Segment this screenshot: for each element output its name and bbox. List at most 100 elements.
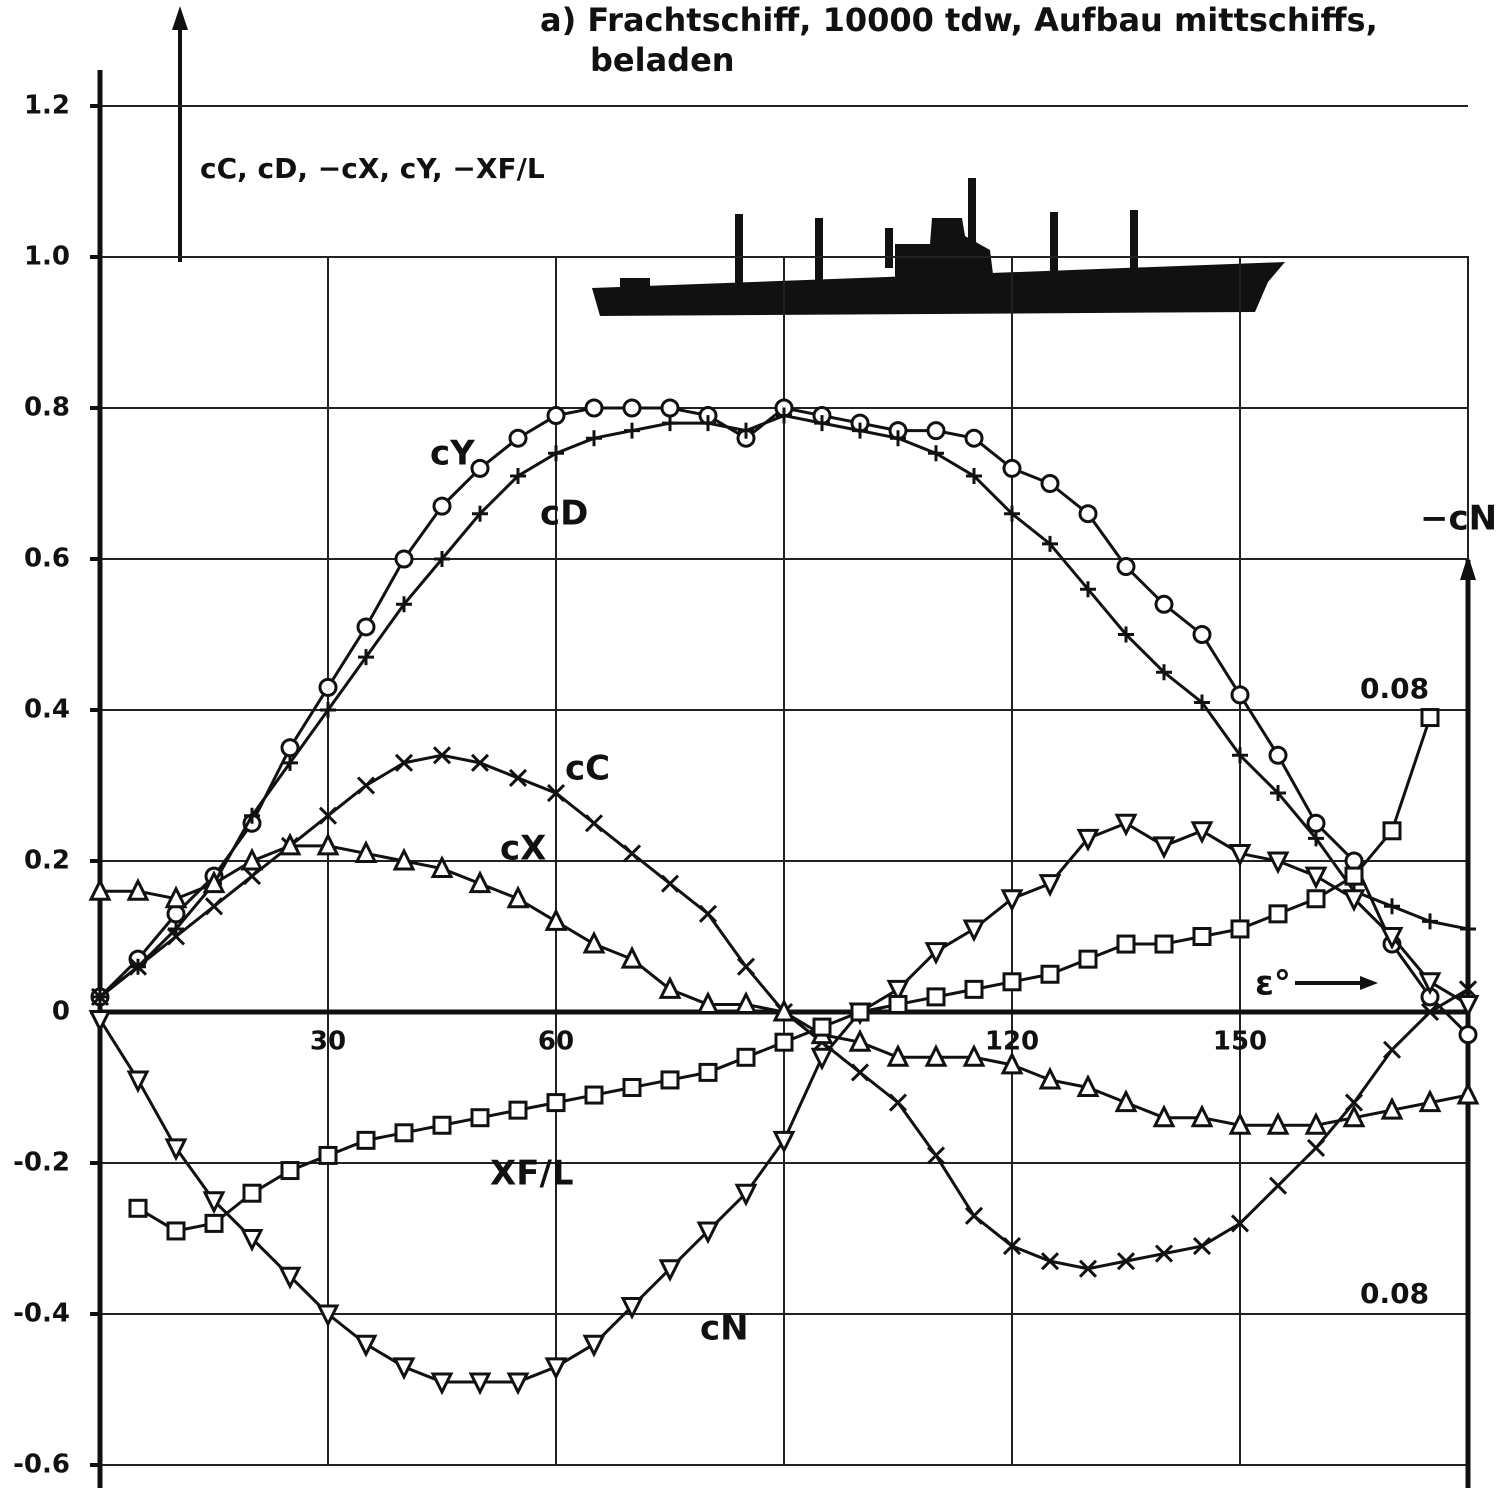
data-point xyxy=(470,458,490,478)
data-point xyxy=(1266,851,1290,875)
y-axis-label: cC, cD, −cX, cY, −XF/L xyxy=(200,152,545,185)
data-point xyxy=(1192,1236,1212,1256)
data-point xyxy=(356,617,376,637)
data-point xyxy=(356,1130,376,1150)
data-point xyxy=(850,1002,870,1022)
data-point xyxy=(734,1183,758,1207)
data-point xyxy=(582,930,606,954)
data-point xyxy=(698,904,718,923)
data-point xyxy=(1230,919,1250,939)
data-point xyxy=(244,807,260,824)
data-point xyxy=(318,1145,338,1165)
data-point xyxy=(924,1043,948,1067)
data-point xyxy=(472,505,488,522)
data-point xyxy=(1382,821,1402,841)
series-label: cY xyxy=(430,434,475,474)
data-point xyxy=(1114,813,1138,837)
data-point xyxy=(240,1229,264,1252)
data-point xyxy=(128,957,148,976)
data-point xyxy=(1342,889,1366,913)
y-tick-label: -0.4 xyxy=(13,1299,70,1329)
y-tick-label: 0.4 xyxy=(24,695,70,725)
data-point xyxy=(358,649,374,666)
data-point xyxy=(508,1100,528,1120)
data-point xyxy=(392,847,416,871)
data-point xyxy=(316,1304,340,1328)
data-point xyxy=(320,702,336,718)
data-point xyxy=(966,467,982,484)
data-point xyxy=(394,753,414,772)
x-tick-label: 30 xyxy=(310,1027,346,1057)
data-point xyxy=(1192,927,1212,946)
data-point xyxy=(430,855,454,879)
data-point xyxy=(1040,964,1060,984)
data-point xyxy=(624,422,640,439)
data-point xyxy=(126,877,150,901)
data-point xyxy=(282,754,298,771)
data-point xyxy=(736,957,756,976)
y-tick-label: 0 xyxy=(52,997,70,1027)
data-point xyxy=(620,945,644,969)
data-point xyxy=(202,1191,226,1215)
series-label: XF/L xyxy=(490,1154,574,1194)
data-point xyxy=(620,1296,644,1320)
data-point xyxy=(1384,898,1400,915)
data-point xyxy=(660,398,680,418)
data-point xyxy=(546,783,566,803)
data-point xyxy=(544,1357,568,1381)
data-point xyxy=(1190,821,1214,845)
data-point xyxy=(508,768,528,788)
series-label: cX xyxy=(500,829,546,869)
data-point xyxy=(696,991,720,1014)
data-point xyxy=(1232,747,1248,764)
data-point xyxy=(240,847,264,871)
data-point xyxy=(1306,1138,1326,1157)
data-point xyxy=(848,1028,872,1052)
data-point xyxy=(1382,1040,1402,1059)
data-point xyxy=(924,942,948,965)
data-point xyxy=(394,549,414,569)
data-point xyxy=(278,832,302,856)
data-point xyxy=(1460,920,1476,937)
data-point xyxy=(202,870,226,894)
data-point xyxy=(772,998,796,1022)
data-point xyxy=(1380,1096,1404,1120)
data-point xyxy=(886,1043,910,1067)
data-point xyxy=(1002,1236,1022,1256)
y-tick-label: 0.8 xyxy=(24,393,70,423)
data-point xyxy=(1002,458,1022,478)
data-point xyxy=(392,1357,416,1381)
data-point xyxy=(962,1043,986,1067)
data-point xyxy=(928,445,944,462)
data-point xyxy=(1076,1074,1100,1097)
data-point xyxy=(394,1123,414,1143)
data-point xyxy=(548,445,564,462)
data-point xyxy=(468,1372,492,1396)
ship-silhouette xyxy=(592,178,1285,316)
annotation: 0.08 xyxy=(1360,672,1429,705)
series-label: cD xyxy=(540,494,588,534)
data-point xyxy=(1306,889,1326,909)
data-point xyxy=(622,844,642,863)
data-point xyxy=(1152,1104,1176,1128)
series xyxy=(88,832,1480,1135)
chart-subtitle: beladen xyxy=(590,41,735,79)
data-point xyxy=(1116,557,1136,577)
data-point xyxy=(1078,1259,1098,1278)
data-point xyxy=(356,776,376,795)
data-point xyxy=(164,885,188,909)
data-point xyxy=(1344,1093,1364,1112)
data-point xyxy=(734,991,758,1014)
data-point xyxy=(126,1070,150,1094)
data-point xyxy=(1456,1081,1480,1105)
data-point xyxy=(658,1259,682,1283)
data-point xyxy=(888,994,908,1014)
y-tick-label: 1.2 xyxy=(24,91,70,121)
data-point xyxy=(434,551,450,567)
data-point xyxy=(622,398,642,418)
data-point xyxy=(316,832,340,856)
data-point xyxy=(470,1108,490,1128)
data-point xyxy=(1380,927,1404,950)
data-point xyxy=(810,1047,834,1071)
